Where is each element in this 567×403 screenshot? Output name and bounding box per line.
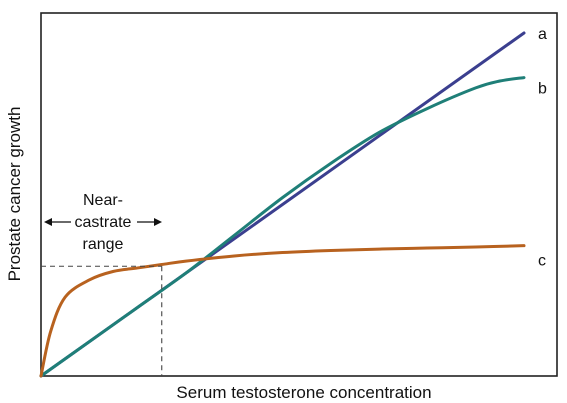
series-c-label: c	[538, 253, 546, 270]
series-labels: a b c	[538, 26, 547, 270]
y-axis-label: Prostate cancer growth	[5, 107, 24, 282]
x-axis-label: Serum testosterone concentration	[176, 383, 431, 402]
series-b-label: b	[538, 81, 547, 98]
range-arrow-right-head	[154, 218, 162, 226]
series-c-line	[39, 244, 526, 378]
annotation-line-2: castrate	[75, 214, 132, 231]
near-castrate-range-annotation: Near- castrate range	[44, 192, 162, 253]
range-arrow-left-head	[44, 218, 52, 226]
plot-frame	[40, 12, 558, 377]
annotation-line-3: range	[83, 236, 124, 253]
series-b-line	[39, 76, 526, 378]
series-layer	[39, 31, 526, 378]
annotation-line-1: Near-	[83, 192, 123, 209]
series-a-label: a	[538, 26, 547, 43]
